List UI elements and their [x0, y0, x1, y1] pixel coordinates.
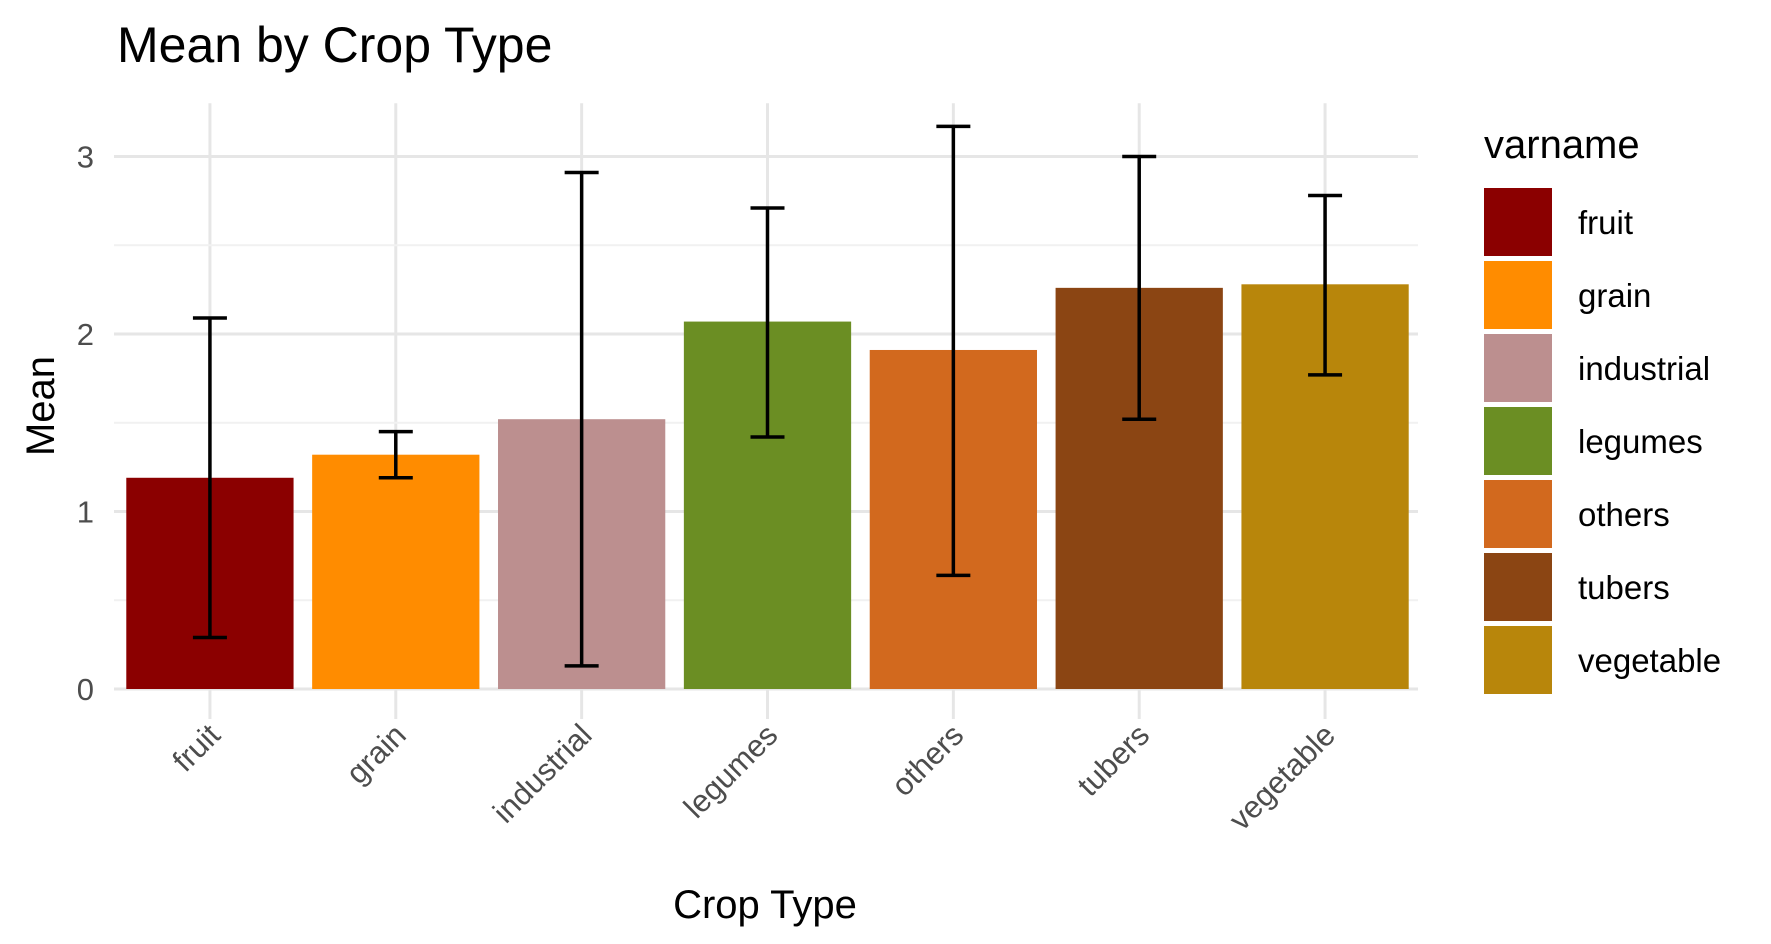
error-bar-grain	[378, 429, 413, 480]
y-tick-label: 1	[77, 495, 94, 530]
x-tick-label: others	[885, 717, 971, 803]
x-tick-label: tubers	[1070, 717, 1156, 803]
x-tick-label: industrial	[486, 717, 598, 829]
error-bar-industrial	[564, 170, 599, 668]
y-tick-label: 3	[77, 140, 94, 175]
legend-label-fruit: fruit	[1578, 204, 1633, 241]
legend: varname fruit grain industrial legumes other…	[1484, 123, 1721, 694]
x-tick-label: legumes	[677, 717, 785, 825]
legend-key-industrial	[1484, 334, 1552, 402]
error-bar-others	[936, 124, 971, 578]
legend-label-tubers: tubers	[1578, 569, 1670, 606]
legend-label-grain: grain	[1578, 277, 1651, 314]
error-bar-legumes	[750, 206, 785, 439]
legend-key-grain	[1484, 261, 1552, 329]
legend-key-vegetable	[1484, 626, 1552, 694]
y-tick-label: 0	[77, 672, 94, 707]
y-tick-label: 2	[77, 317, 94, 352]
bar-grain	[312, 454, 480, 689]
legend-label-vegetable: vegetable	[1578, 642, 1721, 679]
legend-label-industrial: industrial	[1578, 350, 1710, 387]
y-axis-title: Mean	[19, 356, 63, 456]
legend-label-others: others	[1578, 496, 1670, 533]
x-tick-label: grain	[339, 717, 412, 790]
legend-key-legumes	[1484, 407, 1552, 475]
chart-title: Mean by Crop Type	[117, 17, 552, 73]
x-axis-title: Crop Type	[673, 883, 857, 927]
error-bar-fruit	[192, 316, 227, 640]
legend-key-fruit	[1484, 188, 1552, 256]
x-axis-ticks: fruit grain industrial legumes others tubers v…	[166, 717, 1342, 837]
legend-key-others	[1484, 480, 1552, 548]
x-tick-label: fruit	[166, 717, 228, 779]
legend-key-tubers	[1484, 553, 1552, 621]
legend-title: varname	[1484, 123, 1640, 167]
y-axis-ticks: 0 1 2 3	[77, 140, 94, 708]
legend-label-legumes: legumes	[1578, 423, 1703, 460]
x-tick-label: vegetable	[1222, 717, 1342, 837]
error-bar-tubers	[1122, 154, 1157, 421]
error-bars	[192, 124, 1343, 668]
error-bar-vegetable	[1308, 193, 1343, 377]
